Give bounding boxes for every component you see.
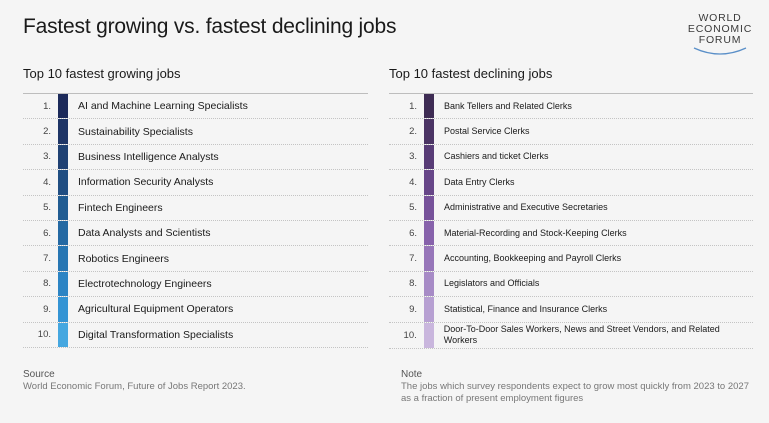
list-item: 8. Electrotechnology Engineers <box>23 271 368 298</box>
job-label: Bank Tellers and Related Clerks <box>444 100 572 111</box>
rank-color-bar <box>58 220 68 246</box>
job-label: Sustainability Specialists <box>78 125 193 138</box>
rank-number: 3. <box>409 151 417 163</box>
rank-color-bar <box>58 271 68 297</box>
rank-color-bar <box>423 322 434 348</box>
list-item: 2. Postal Service Clerks <box>389 119 753 145</box>
job-label: Data Analysts and Scientists <box>78 227 211 240</box>
rank-number: 5. <box>43 202 51 214</box>
job-label: Accounting, Bookkeeping and Payroll Cler… <box>444 253 622 264</box>
job-label: Information Security Analysts <box>78 176 214 189</box>
note-text: The jobs which survey respondents expect… <box>401 381 749 404</box>
rank-color-bar <box>424 94 434 119</box>
job-label: Business Intelligence Analysts <box>78 150 219 163</box>
list-item: 7. Accounting, Bookkeeping and Payroll Cl… <box>389 246 753 272</box>
rank-color-bar <box>424 246 434 271</box>
list-item: 5. Fintech Engineers <box>23 195 368 221</box>
job-label: Statistical, Finance and Insurance Clerk… <box>444 303 608 314</box>
rank-number: 9. <box>409 303 417 315</box>
rank-number: 4. <box>409 176 417 188</box>
declining-jobs-heading: Top 10 fastest declining jobs <box>389 66 553 81</box>
declining-jobs-list: 1. Bank Tellers and Related Clerks 2. Posta… <box>389 93 753 349</box>
logo-line-2: ECONOMIC <box>687 23 753 35</box>
rank-color-bar <box>424 170 434 195</box>
wef-logo: WORLD ECONOMIC FORUM <box>680 13 760 59</box>
list-item: 3. Cashiers and ticket Clerks <box>389 144 753 171</box>
job-label: Agricultural Equipment Operators <box>78 303 234 316</box>
source-text: World Economic Forum, Future of Jobs Rep… <box>23 381 246 392</box>
list-item: 6. Data Analysts and Scientists <box>23 220 368 247</box>
list-item: 4. Data Entry Clerks <box>389 170 753 196</box>
rank-color-bar <box>58 195 68 220</box>
growing-jobs-panel: Top 10 fastest growing jobs 1. AI and Mac… <box>23 66 368 348</box>
rank-number: 6. <box>43 227 51 239</box>
rank-color-bar <box>424 195 434 220</box>
rank-number: 7. <box>43 253 51 265</box>
growing-jobs-heading: Top 10 fastest growing jobs <box>23 66 181 81</box>
job-label: Door-To-Door Sales Workers, News and Str… <box>443 324 720 346</box>
list-item: 9. Agricultural Equipment Operators <box>23 297 368 323</box>
job-label: AI and Machine Learning Specialists <box>78 100 248 113</box>
rank-color-bar <box>424 220 434 246</box>
list-item: 9. Statistical, Finance and Insurance Cle… <box>389 297 753 323</box>
rank-number: 10. <box>403 329 417 341</box>
logo-line-3: FORUM <box>698 34 742 46</box>
page-title: Fastest growing vs. fastest declining jo… <box>23 15 397 38</box>
job-label: Data Entry Clerks <box>444 176 515 187</box>
rank-number: 2. <box>409 126 417 138</box>
declining-jobs-panel: Top 10 fastest declining jobs 1. Bank Tel… <box>389 66 753 349</box>
rank-color-bar <box>424 271 434 297</box>
rank-number: 7. <box>409 253 417 265</box>
source-block: Source World Economic Forum, Future of J… <box>23 369 246 393</box>
source-heading: Source <box>23 369 55 380</box>
rank-color-bar <box>424 144 434 170</box>
list-item: 2. Sustainability Specialists <box>23 119 368 145</box>
rank-number: 9. <box>43 303 51 315</box>
list-item: 7. Robotics Engineers <box>23 246 368 272</box>
job-label: Fintech Engineers <box>78 201 163 214</box>
rank-number: 4. <box>43 176 51 188</box>
rank-number: 2. <box>43 126 51 138</box>
job-label: Digital Transformation Specialists <box>78 328 234 341</box>
list-item: 6. Material-Recording and Stock-Keeping C… <box>389 220 753 247</box>
job-label: Legislators and Officials <box>444 278 540 289</box>
rank-color-bar <box>58 94 68 119</box>
rank-number: 3. <box>43 151 51 163</box>
note-heading: Note <box>401 369 423 380</box>
rank-color-bar <box>58 144 68 170</box>
list-item: 10. Door-To-Door Sales Workers, News and … <box>389 322 753 349</box>
list-item: 1. AI and Machine Learning Specialists <box>23 94 368 120</box>
job-label: Material-Recording and Stock-Keeping Cle… <box>444 227 627 238</box>
job-label: Electrotechnology Engineers <box>78 277 212 290</box>
rank-color-bar <box>58 297 68 322</box>
rank-color-bar <box>58 322 68 347</box>
rank-color-bar <box>58 246 68 271</box>
rank-number: 10. <box>37 329 51 341</box>
rank-number: 8. <box>409 278 417 290</box>
job-label: Postal Service Clerks <box>444 126 530 137</box>
note-block: Note The jobs which survey respondents e… <box>401 369 761 405</box>
rank-color-bar <box>424 297 434 322</box>
rank-color-bar <box>424 119 434 144</box>
rank-number: 8. <box>43 278 51 290</box>
job-label: Robotics Engineers <box>78 252 170 265</box>
list-item: 1. Bank Tellers and Related Clerks <box>389 94 753 120</box>
logo-line-1: WORLD <box>698 12 742 24</box>
rank-number: 5. <box>409 202 417 214</box>
list-item: 8. Legislators and Officials <box>389 271 753 298</box>
logo-arc-icon <box>693 47 747 55</box>
list-item: 3. Business Intelligence Analysts <box>23 144 368 171</box>
list-item: 10. Digital Transformation Specialists <box>23 322 368 348</box>
list-item: 5. Administrative and Executive Secretari… <box>389 195 753 221</box>
rank-number: 1. <box>43 100 51 112</box>
rank-number: 6. <box>409 227 417 239</box>
job-label: Cashiers and ticket Clerks <box>444 151 549 162</box>
job-label: Administrative and Executive Secretaries <box>444 202 608 213</box>
list-item: 4. Information Security Analysts <box>23 170 368 196</box>
rank-color-bar <box>58 119 68 144</box>
growing-jobs-list: 1. AI and Machine Learning Specialists 2. S… <box>23 93 368 348</box>
rank-color-bar <box>58 170 68 195</box>
rank-number: 1. <box>409 100 417 112</box>
